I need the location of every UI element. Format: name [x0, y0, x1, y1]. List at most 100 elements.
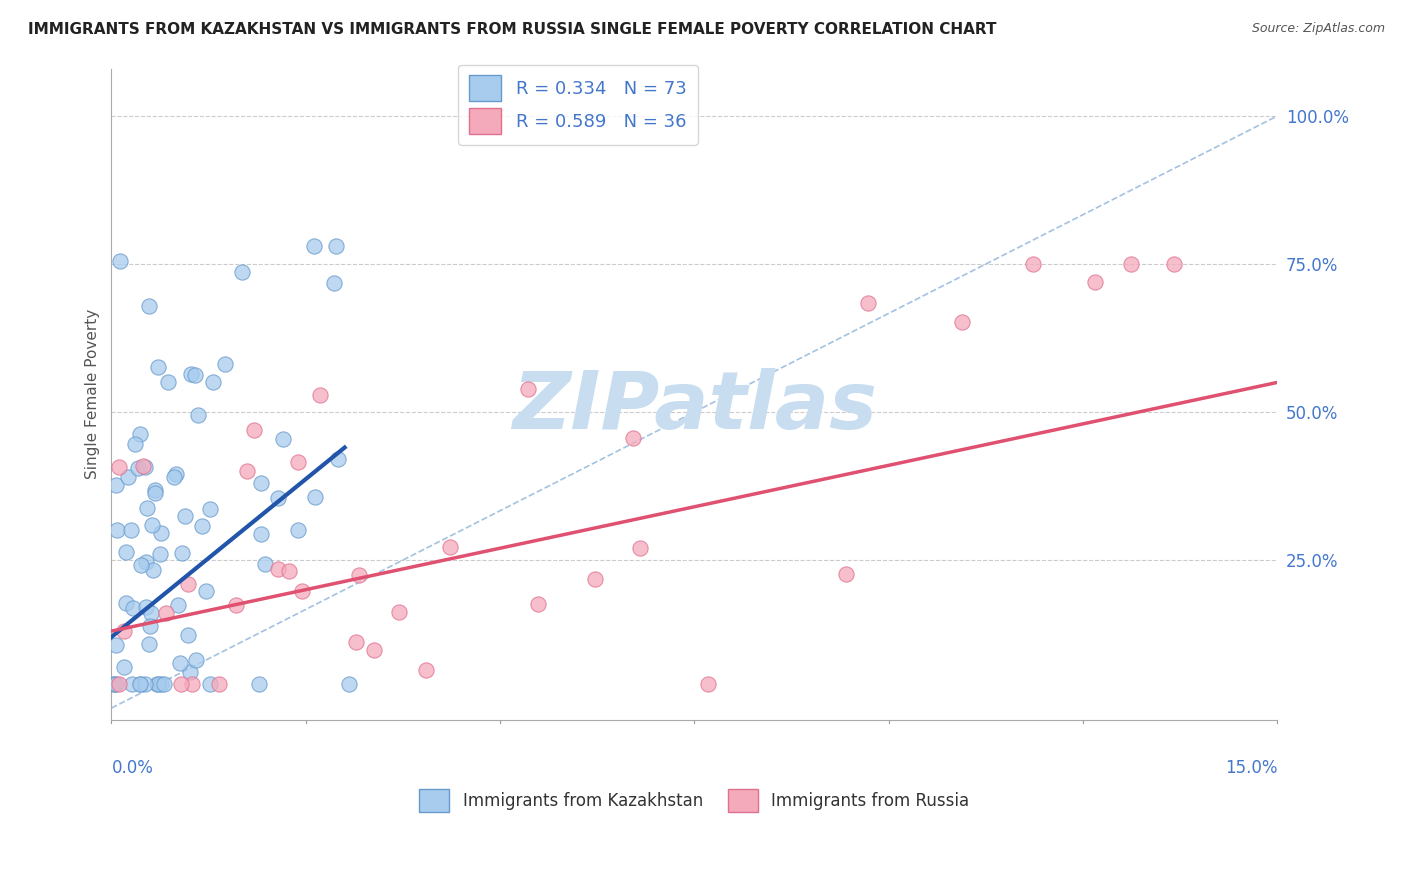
Point — [344, 635, 367, 649]
Point — [1022, 257, 1045, 271]
Point — [121, 601, 143, 615]
Point — [121, 677, 143, 691]
Point — [287, 523, 309, 537]
Point — [180, 677, 202, 691]
Point — [120, 524, 142, 538]
Point — [250, 476, 273, 491]
Point — [104, 478, 127, 492]
Point — [134, 460, 156, 475]
Point — [337, 677, 360, 691]
Point — [583, 572, 606, 586]
Point — [242, 423, 264, 437]
Text: 0.0%: 0.0% — [111, 759, 153, 777]
Point — [108, 460, 131, 475]
Point — [267, 491, 290, 506]
Point — [696, 677, 718, 691]
Point — [149, 677, 172, 691]
Point — [138, 637, 160, 651]
Point — [835, 567, 858, 582]
Point — [180, 368, 202, 382]
Point — [856, 296, 879, 310]
Text: 15.0%: 15.0% — [1225, 759, 1278, 777]
Point — [117, 469, 139, 483]
Point — [129, 677, 152, 691]
Point — [110, 254, 132, 268]
Point — [201, 375, 224, 389]
Point — [254, 557, 277, 571]
Point — [323, 276, 346, 290]
Point — [179, 665, 201, 680]
Point — [628, 541, 651, 555]
Point — [184, 653, 207, 667]
Point — [149, 526, 172, 541]
Point — [138, 619, 160, 633]
Point — [136, 500, 159, 515]
Point — [326, 452, 349, 467]
Point — [129, 427, 152, 442]
Point — [347, 568, 370, 582]
Point — [236, 465, 259, 479]
Text: ZIPatlas: ZIPatlas — [512, 368, 877, 446]
Point — [225, 598, 247, 612]
Point — [170, 677, 193, 691]
Point — [108, 677, 131, 691]
Point — [105, 638, 128, 652]
Point — [146, 677, 169, 691]
Point — [139, 607, 162, 621]
Point — [277, 564, 299, 578]
Point — [308, 388, 330, 402]
Point — [304, 490, 326, 504]
Point — [124, 437, 146, 451]
Legend: Immigrants from Kazakhstan, Immigrants from Russia: Immigrants from Kazakhstan, Immigrants f… — [411, 780, 977, 821]
Point — [208, 677, 231, 691]
Point — [143, 483, 166, 497]
Point — [142, 563, 165, 577]
Point — [291, 583, 314, 598]
Point — [157, 375, 180, 389]
Point — [134, 677, 156, 691]
Point — [128, 677, 150, 691]
Point — [148, 547, 170, 561]
Point — [135, 555, 157, 569]
Point — [200, 501, 222, 516]
Point — [169, 656, 191, 670]
Point — [174, 508, 197, 523]
Point — [103, 677, 125, 691]
Point — [249, 526, 271, 541]
Point — [1084, 275, 1107, 289]
Text: Source: ZipAtlas.com: Source: ZipAtlas.com — [1251, 22, 1385, 36]
Point — [177, 627, 200, 641]
Point — [1119, 257, 1142, 271]
Point — [184, 368, 207, 382]
Point — [191, 519, 214, 533]
Point — [107, 524, 129, 538]
Point — [131, 458, 153, 473]
Point — [302, 239, 325, 253]
Y-axis label: Single Female Poverty: Single Female Poverty — [86, 310, 100, 479]
Point — [127, 461, 149, 475]
Point — [267, 562, 290, 576]
Point — [112, 624, 135, 638]
Point — [112, 659, 135, 673]
Point — [271, 432, 294, 446]
Point — [950, 315, 973, 329]
Point — [247, 677, 270, 691]
Point — [388, 605, 411, 619]
Point — [114, 545, 136, 559]
Point — [172, 546, 194, 560]
Point — [1163, 257, 1185, 271]
Point — [155, 607, 177, 621]
Point — [214, 357, 236, 371]
Point — [187, 409, 209, 423]
Point — [200, 677, 222, 691]
Point — [527, 597, 550, 611]
Point — [103, 677, 125, 691]
Point — [143, 486, 166, 500]
Point — [138, 299, 160, 313]
Point — [163, 470, 186, 484]
Point — [231, 265, 253, 279]
Point — [129, 558, 152, 572]
Text: IMMIGRANTS FROM KAZAKHSTAN VS IMMIGRANTS FROM RUSSIA SINGLE FEMALE POVERTY CORRE: IMMIGRANTS FROM KAZAKHSTAN VS IMMIGRANTS… — [28, 22, 997, 37]
Point — [439, 540, 461, 554]
Point — [115, 596, 138, 610]
